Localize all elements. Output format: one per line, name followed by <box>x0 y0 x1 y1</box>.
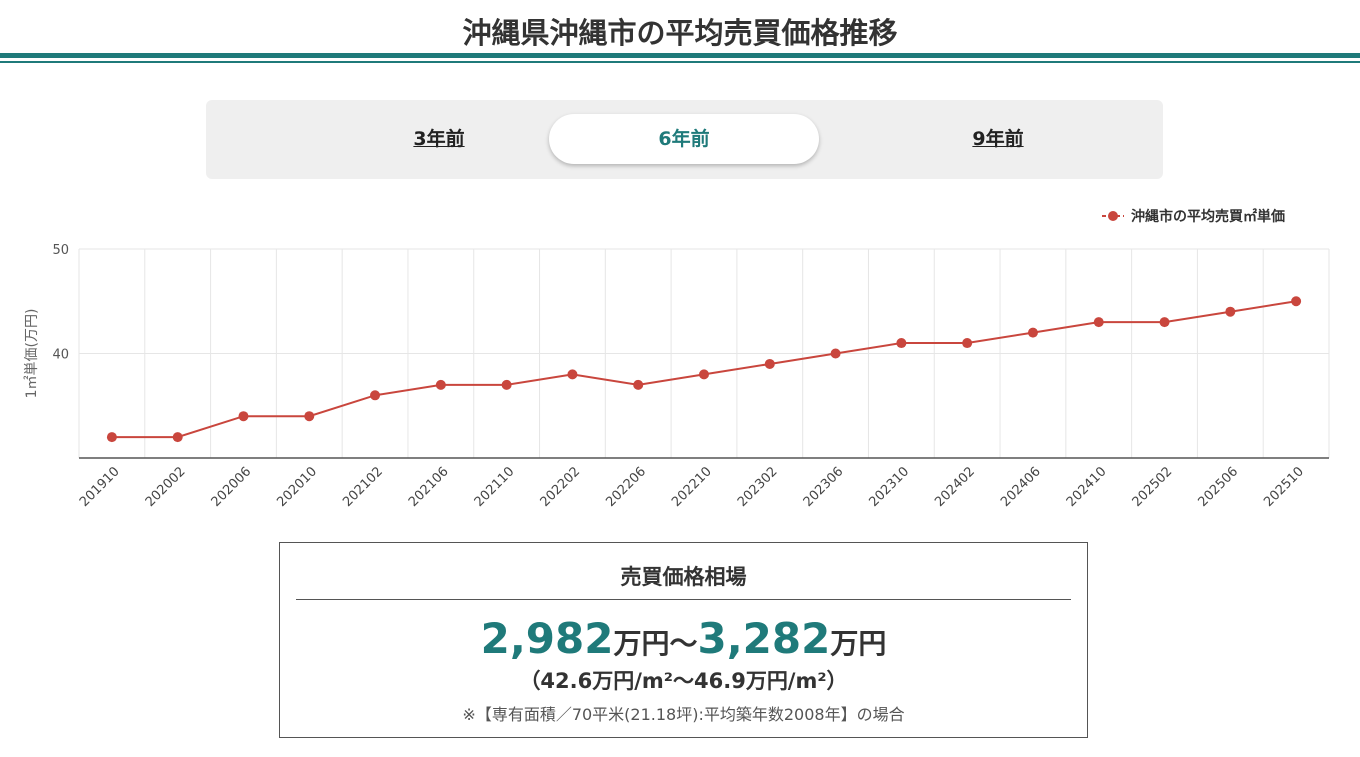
period-tabs: 3年前 6年前 9年前 <box>206 100 1163 179</box>
y-axis-label: 1㎡単価(万円) <box>24 309 40 399</box>
y-tick-label: 40 <box>52 348 69 363</box>
tab-9-years[interactable]: 9年前 <box>972 128 1024 150</box>
x-tick-label: 202502 <box>1130 464 1176 510</box>
x-tick-label: 202002 <box>143 464 189 510</box>
per-sqm-range: （42.6万円/m²〜46.9万円/m²） <box>519 669 848 693</box>
y-tick-label: 50 <box>52 243 69 258</box>
data-point <box>370 390 381 401</box>
data-point <box>304 411 315 422</box>
price-range: 2,982万円〜3,282万円 <box>280 614 1087 663</box>
data-point <box>764 358 775 369</box>
x-tick-label: 202110 <box>472 464 518 510</box>
data-point <box>1159 317 1170 328</box>
price-high: 3,282 <box>697 614 831 663</box>
data-point <box>501 379 512 390</box>
unit: 万円 <box>613 627 670 660</box>
title-divider-thin <box>0 61 1360 63</box>
x-tick-label: 202306 <box>801 464 847 510</box>
range-sep: 〜 <box>669 627 698 660</box>
summary-note: ※【専有面積／70平米(21.18坪):平均築年数2008年】の場合 <box>462 705 905 724</box>
legend-marker <box>1108 211 1118 221</box>
summary-divider <box>296 599 1071 600</box>
data-point <box>435 379 446 390</box>
data-point <box>1093 317 1104 328</box>
x-tick-label: 201910 <box>77 464 123 510</box>
data-point <box>1027 327 1038 338</box>
x-tick-label: 202302 <box>735 464 781 510</box>
tab-3-years[interactable]: 3年前 <box>413 128 465 150</box>
unit: 万円 <box>830 627 887 660</box>
price-line-chart: 40 50 1㎡単価(万円) 201910 202002 202006 202010 2021… <box>24 208 1330 510</box>
x-tick-label: 202402 <box>932 464 978 510</box>
x-tick-label: 202406 <box>998 464 1044 510</box>
page-title: 沖縄県沖縄市の平均売買価格推移 <box>462 16 898 50</box>
x-tick-label: 202202 <box>538 464 584 510</box>
data-point <box>567 369 578 380</box>
data-point <box>172 432 183 443</box>
title-divider <box>0 53 1360 58</box>
data-point <box>896 338 907 349</box>
price-summary-box: 売買価格相場 2,982万円〜3,282万円 （42.6万円/m²〜46.9万円… <box>279 542 1088 738</box>
series-line <box>111 300 1297 439</box>
data-point <box>830 348 841 359</box>
data-point <box>699 369 709 380</box>
x-tick-label: 202206 <box>603 464 649 510</box>
x-tick-label: 202102 <box>340 464 386 510</box>
summary-heading: 売買価格相場 <box>620 565 747 589</box>
legend-label: 沖縄市の平均売買㎡単価 <box>1131 208 1285 225</box>
tab-6-years[interactable]: 6年前 <box>549 114 819 164</box>
x-tick-label: 202010 <box>274 464 320 510</box>
x-tick-label: 202006 <box>209 464 255 510</box>
x-tick-label: 202506 <box>1195 464 1241 510</box>
data-point <box>1291 296 1302 307</box>
data-point <box>962 338 973 349</box>
x-tick-label: 202410 <box>1064 464 1110 510</box>
data-point <box>633 379 644 390</box>
x-tick-label: 202106 <box>406 464 452 510</box>
x-tick-label: 202510 <box>1261 464 1307 510</box>
x-tick-label: 202310 <box>866 464 912 510</box>
data-point <box>238 411 249 422</box>
data-point <box>106 432 117 443</box>
price-low: 2,982 <box>480 614 614 663</box>
data-point <box>1225 306 1236 317</box>
x-tick-label: 202210 <box>669 464 715 510</box>
